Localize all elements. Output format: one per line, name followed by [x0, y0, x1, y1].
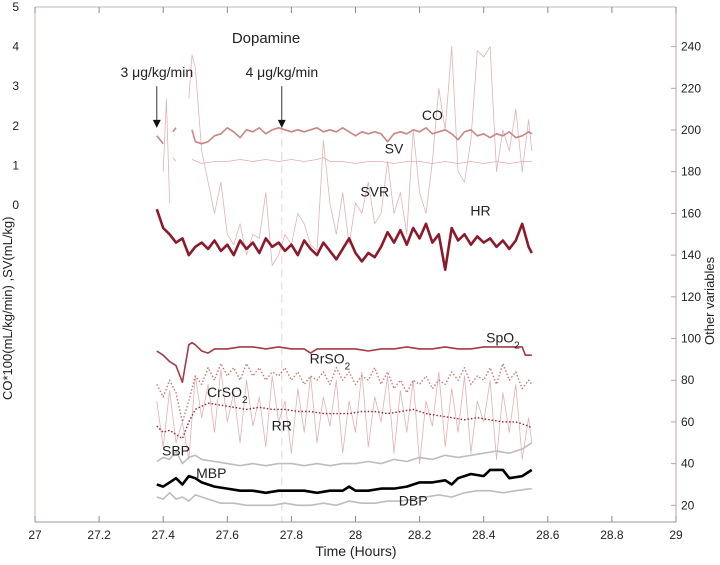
left-tick-label: 0 [12, 198, 19, 212]
x-tick-label: 28.8 [600, 528, 624, 542]
x-axis-label: Time (Hours) [315, 543, 396, 559]
series-line-crso2 [156, 402, 533, 440]
right-tick-label: 140 [681, 248, 701, 262]
series-label-svr: SVR [360, 184, 389, 200]
series-label-spo2: SpO2 [486, 330, 520, 352]
series-label-rr: RR [272, 417, 292, 433]
series-line-co [156, 127, 533, 145]
series-line-sbp [156, 442, 533, 467]
right-tick-label: 60 [681, 415, 695, 429]
series-line-mbp [156, 468, 533, 495]
x-tick-label: 28.6 [536, 528, 560, 542]
left-tick-label: 4 [12, 40, 19, 54]
axes: 27 27.2 27.4 27.6 27.8 28 28.2 28.4 28.6 28.8 29 0 1… [12, 0, 701, 542]
right-tick-label: 160 [681, 206, 701, 220]
series-line-rr [156, 369, 533, 464]
x-tick-label: 28.2 [408, 528, 432, 542]
right-tick-label: 100 [681, 332, 701, 346]
series-label-dbp: DBP [399, 492, 428, 508]
series-label-sv: SV [385, 141, 404, 157]
series-label-rrso2: RrSO2 [310, 351, 351, 373]
left-tick-label: 1 [12, 158, 19, 172]
right-tick-label: 80 [681, 373, 695, 387]
right-tick-label: 240 [681, 40, 701, 54]
series-label-crso2: CrSO2 [207, 384, 248, 406]
series-line-sv [172, 157, 532, 164]
series-label-co: CO [422, 107, 443, 123]
annotations: Dopamine Time (Hours) CO*100(mL/kg/min) … [0, 30, 717, 559]
series-label-mbp: MBP [196, 465, 226, 481]
x-tick-label: 28 [349, 528, 363, 542]
x-tick-label: 29 [669, 528, 683, 542]
left-tick-label: 2 [12, 119, 19, 133]
dose-label-2: 4 μg/kg/min [245, 64, 318, 80]
right-tick-label: 180 [681, 165, 701, 179]
series-line-dbp [156, 487, 532, 507]
left-tick-label: 3 [12, 79, 19, 93]
dose-label-1: 3 μg/kg/min [120, 64, 193, 80]
right-tick-label: 20 [681, 498, 695, 512]
series-line-spo2 [156, 341, 532, 384]
plot-lines [155, 46, 533, 522]
x-tick-label: 27.8 [280, 528, 304, 542]
series-label-sbp: SBP [162, 442, 190, 458]
right-tick-label: 200 [681, 123, 701, 137]
right-tick-label: 40 [681, 457, 695, 471]
left-axis-label: CO*100(mL/kg/min) ,SV(mL/kg) [0, 217, 15, 401]
right-tick-label: 120 [681, 290, 701, 304]
chart-title: Dopamine [232, 30, 300, 47]
arrow-down-icon [277, 119, 286, 128]
series-line-svr [162, 46, 533, 266]
right-axis-label: Other variables [702, 256, 717, 345]
series-label-hr: HR [470, 203, 490, 219]
x-tick-label: 27.4 [152, 528, 176, 542]
x-tick-label: 27.2 [87, 528, 111, 542]
right-tick-label: 220 [681, 81, 701, 95]
arrow-down-icon [152, 119, 161, 128]
series-line-hr [155, 208, 533, 271]
x-tick-label: 27 [28, 528, 42, 542]
left-tick-label: 5 [12, 0, 19, 14]
x-tick-label: 27.6 [216, 528, 240, 542]
x-tick-label: 28.4 [472, 528, 496, 542]
